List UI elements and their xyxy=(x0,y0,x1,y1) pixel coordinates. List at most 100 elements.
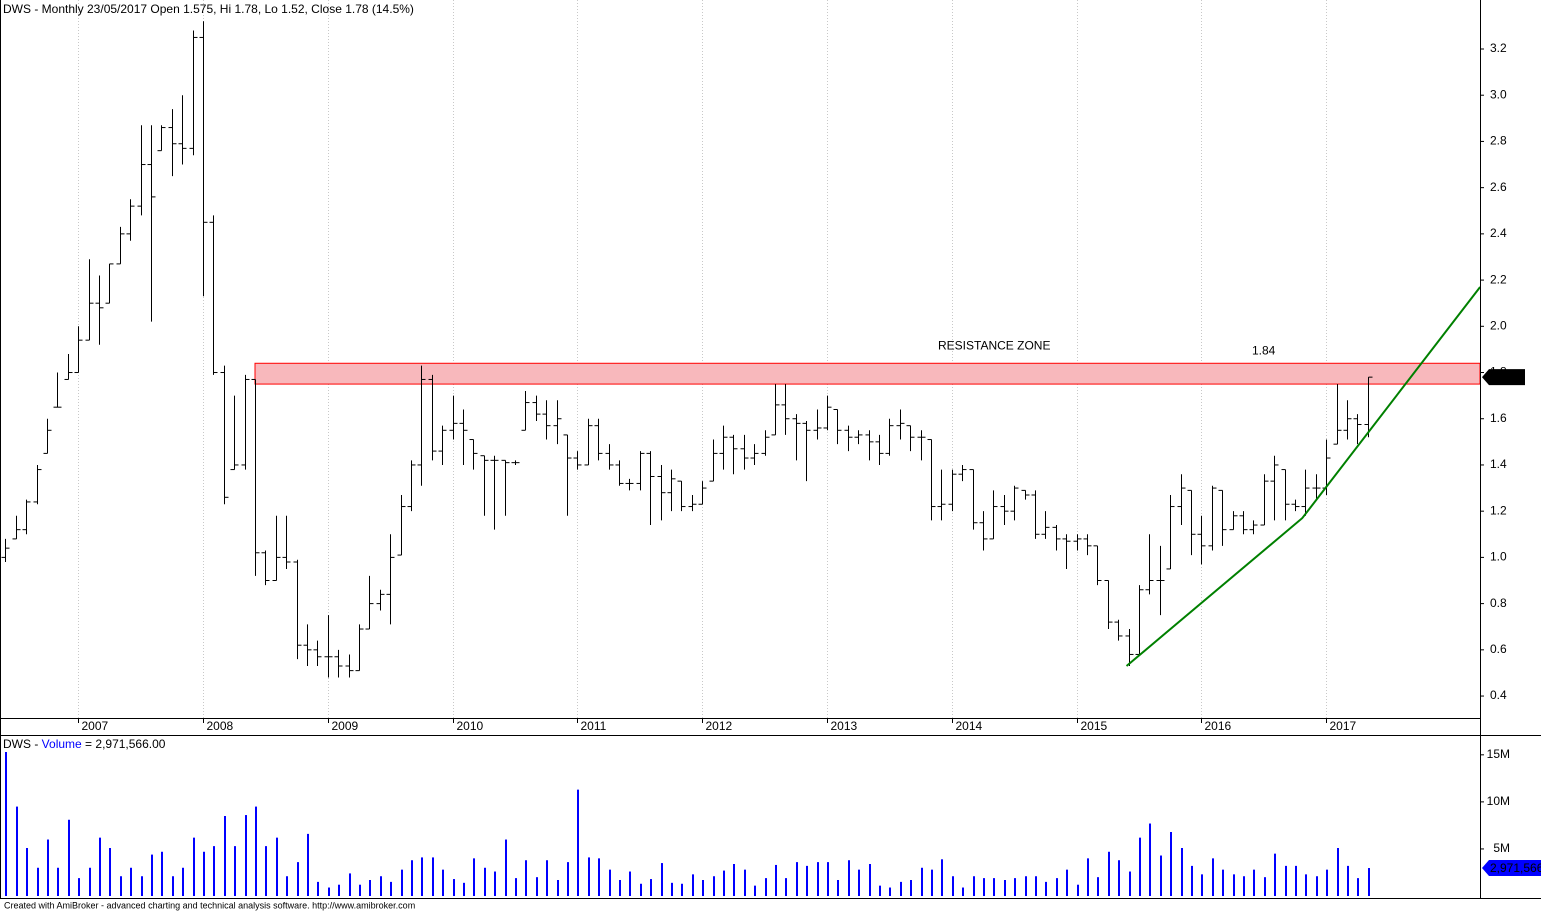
volume-bar xyxy=(182,867,184,896)
y-tick-label: 2.2 xyxy=(1490,272,1507,286)
last-price-marker xyxy=(1482,369,1525,386)
volume-bar xyxy=(1108,851,1110,896)
volume-bar xyxy=(297,862,299,896)
resistance-zone xyxy=(254,362,1481,385)
volume-bar xyxy=(609,869,611,896)
volume-bar xyxy=(1191,865,1193,896)
volume-bar xyxy=(5,752,7,896)
volume-bar xyxy=(1347,865,1349,896)
volume-bar xyxy=(401,869,403,896)
volume-bar xyxy=(973,876,975,896)
volume-bar xyxy=(109,848,111,896)
volume-bar xyxy=(889,887,891,896)
y-tick-label: 0.6 xyxy=(1490,642,1507,656)
volume-bar xyxy=(68,819,70,896)
volume-bar xyxy=(1305,874,1307,896)
volume-bar xyxy=(702,880,704,896)
labels: DWS - Monthly 23/05/2017 Open 1.575, Hi … xyxy=(3,2,1541,910)
trendline xyxy=(1125,286,1481,667)
volume-bar xyxy=(650,879,652,896)
volume-bar xyxy=(1118,860,1120,896)
volume-bar xyxy=(172,876,174,896)
volume-bar xyxy=(1139,837,1141,896)
x-tick-label: 2014 xyxy=(956,719,983,733)
volume-bar xyxy=(37,867,39,896)
volume-bar xyxy=(380,876,382,896)
volume-bar xyxy=(265,846,267,896)
volume-bar xyxy=(26,848,28,896)
volume-title: DWS - Volume = 2,971,566.00 xyxy=(3,737,166,751)
volume-bar xyxy=(359,884,361,896)
chart-title: DWS - Monthly 23/05/2017 Open 1.575, Hi … xyxy=(3,2,414,16)
volume-bar xyxy=(349,873,351,896)
x-tick-label: 2017 xyxy=(1330,719,1357,733)
volume-bar xyxy=(1160,855,1162,896)
volume-bar xyxy=(744,869,746,896)
volume-bar xyxy=(463,882,465,896)
volume-bar xyxy=(1243,876,1245,896)
resistance-layer xyxy=(254,362,1481,385)
volume-bar xyxy=(577,789,579,896)
volume-bar xyxy=(494,871,496,896)
y-tick-label: 3.0 xyxy=(1490,87,1507,101)
x-tick-label: 2015 xyxy=(1081,719,1108,733)
volume-bar xyxy=(952,876,954,896)
volume-bar xyxy=(692,874,694,896)
volume-bar xyxy=(671,882,673,896)
y-tick-label: 2.8 xyxy=(1490,134,1507,148)
volume-bar xyxy=(130,867,132,896)
volume-bar xyxy=(505,839,507,896)
volume-bar xyxy=(1014,878,1016,896)
volume-bar xyxy=(120,876,122,896)
volume-bar xyxy=(1087,858,1089,896)
volume-bar xyxy=(827,862,829,896)
volume-bar xyxy=(1077,884,1079,896)
volume-bar xyxy=(1170,832,1172,896)
volume-bar xyxy=(1337,848,1339,896)
volume-bar xyxy=(931,869,933,896)
volume-bar xyxy=(442,869,444,896)
x-tick-label: 2013 xyxy=(831,719,858,733)
volume-bar xyxy=(390,881,392,896)
x-tick-label: 2016 xyxy=(1205,719,1232,733)
volume-bar xyxy=(453,879,455,896)
volume-bar xyxy=(141,876,143,896)
volume-bar xyxy=(910,880,912,896)
volume-bar xyxy=(1253,869,1255,896)
volume-bar xyxy=(151,854,153,896)
volume-bar xyxy=(47,839,49,896)
volume-bar xyxy=(1233,874,1235,896)
volume-bar xyxy=(276,837,278,896)
volume-bar xyxy=(484,867,486,896)
volume-bar xyxy=(338,884,340,896)
volume-bar xyxy=(78,878,80,896)
volume-bar xyxy=(369,880,371,896)
volume-bar xyxy=(515,878,517,896)
last-price-label: 1.78 xyxy=(1494,370,1518,384)
volume-bar xyxy=(775,864,777,896)
volume-bar xyxy=(713,876,715,896)
volume-bar xyxy=(203,851,205,896)
volume-bar xyxy=(1004,880,1006,896)
volume-bar xyxy=(317,881,319,896)
volume-bar xyxy=(1326,869,1328,896)
volume-bar xyxy=(1316,876,1318,896)
volume-bar xyxy=(432,857,434,896)
volume-bar xyxy=(1285,865,1287,896)
y-tick-label: 2.0 xyxy=(1490,318,1507,332)
volume-bar xyxy=(900,881,902,896)
volume-bar xyxy=(1025,876,1027,896)
volume-bar xyxy=(1222,869,1224,896)
y-tick-label: 10M xyxy=(1487,794,1510,808)
volume-bars xyxy=(5,752,1370,896)
volume-bar xyxy=(473,858,475,896)
volume-bar xyxy=(224,816,226,896)
volume-bar xyxy=(536,877,538,896)
volume-bar xyxy=(255,806,257,896)
volume-bar xyxy=(1045,881,1047,896)
volume-bar xyxy=(567,862,569,896)
volume-bar xyxy=(546,860,548,896)
volume-bar xyxy=(161,851,163,896)
